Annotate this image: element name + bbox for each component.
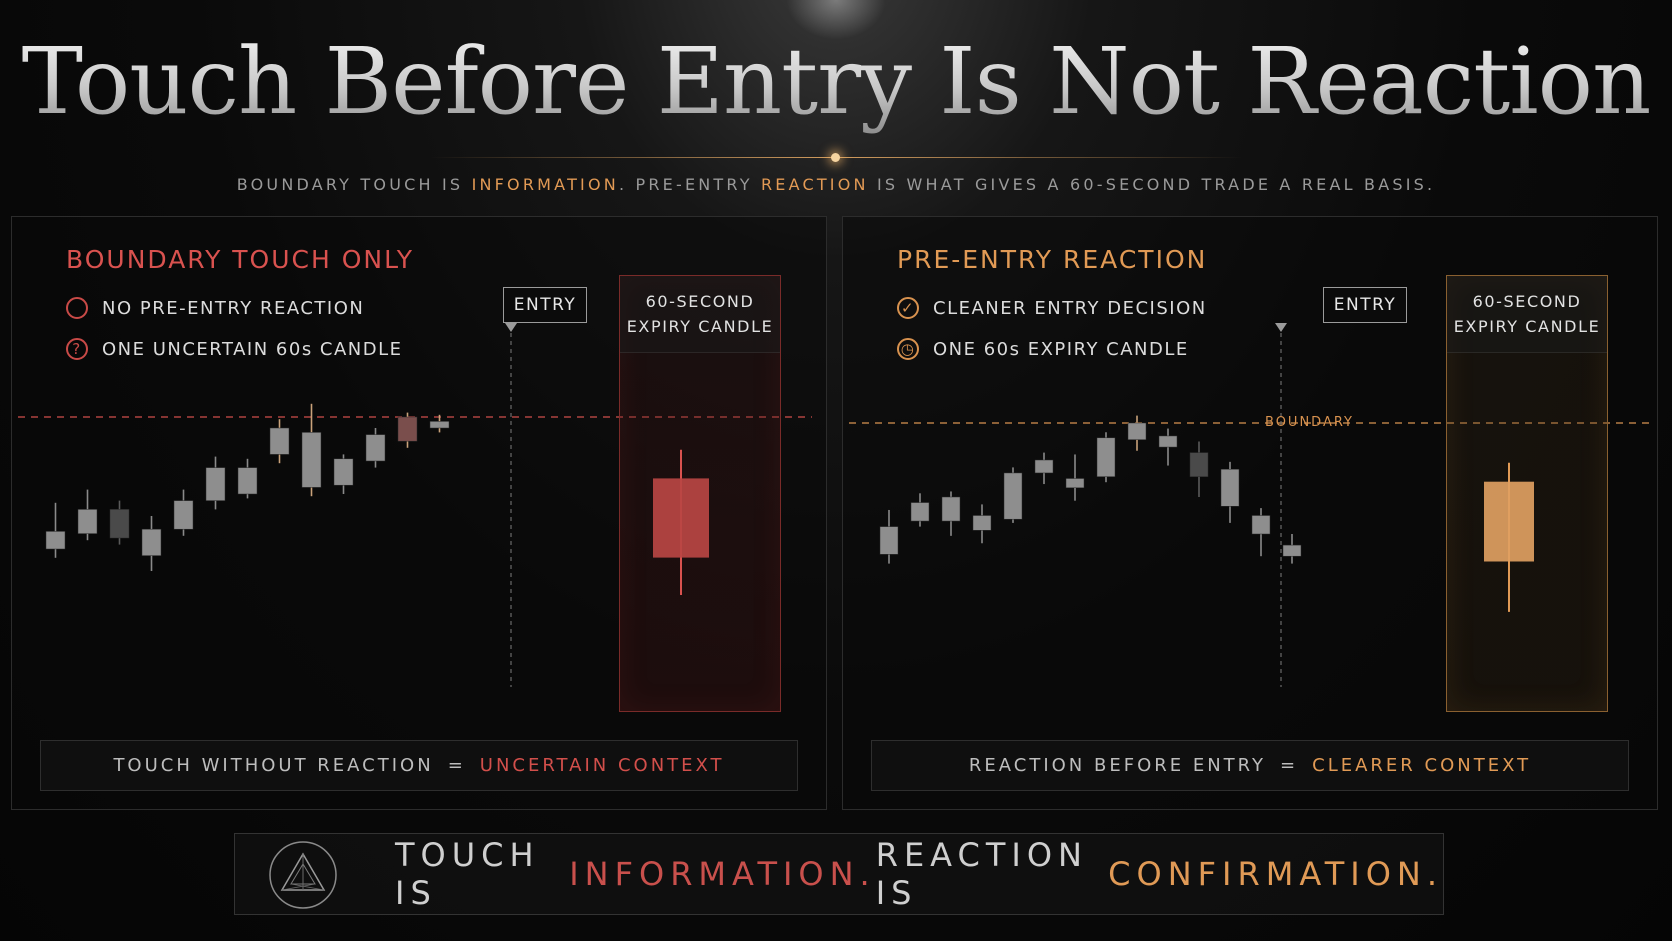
point-text: NO PRE-ENTRY REACTION [102,297,365,319]
entry-marker: ENTRY [1323,287,1407,323]
prism-triangle-icon [269,841,337,909]
candle-body [1158,435,1178,448]
formula-result: CLEARER CONTEXT [1312,755,1532,776]
check-circle-icon: ✓ [897,297,919,319]
page-subtitle: BOUNDARY TOUCH IS INFORMATION. PRE-ENTRY… [0,175,1672,194]
expiry-label-line2: EXPIRY CANDLE [1453,317,1601,336]
candle-body [109,509,130,539]
boundary-touch-panel: BOUNDARY TOUCH ONLY NO PRE-ENTRY REACTIO… [11,216,827,810]
formula-equals: = [447,755,466,776]
candle-body [1127,422,1147,440]
expiry-candle-body [653,478,709,558]
right-candlestick-chart [849,323,1651,687]
panel-heading: BOUNDARY TOUCH ONLY [66,245,414,274]
point-text: CLEANER ENTRY DECISION [933,297,1207,319]
candle-body [972,515,992,531]
right-expiry-candle-chart [1484,462,1534,612]
candle-body [1251,515,1271,535]
candle-body [141,528,162,556]
candle-body [1003,472,1023,520]
formula-lhs: TOUCH WITHOUT REACTION [113,755,434,776]
footer-text-1: TOUCH IS [395,836,540,912]
candle-body [173,500,194,530]
expiry-label-line1: 60-SECOND [1472,292,1582,311]
expiry-candle-box: 60-SECOND EXPIRY CANDLE [1446,275,1608,712]
candle-body [1065,478,1085,488]
expiry-label-line2: EXPIRY CANDLE [626,317,774,336]
candle-body [333,458,354,486]
footer-banner: TOUCH IS INFORMATION. REACTION IS CONFIR… [234,833,1444,915]
point-text: ONE 60s EXPIRY CANDLE [933,338,1189,360]
left-expiry-candle-chart [653,449,709,595]
subtitle-part3: IS WHAT GIVES A 60-SECOND TRADE A REAL B… [868,175,1436,194]
subtitle-highlight-reaction: REACTION [760,175,869,194]
entry-label: ENTRY [1333,295,1397,315]
candle-body [205,467,226,501]
footer-text-2: REACTION IS [875,836,1088,912]
boundary-label: BOUNDARY [1265,415,1354,430]
candle-body [879,526,899,555]
candle-body [1220,469,1240,507]
formula-bar: TOUCH WITHOUT REACTION = UNCERTAIN CONTE… [40,740,798,791]
candle-body [77,509,98,534]
title-divider-dot [831,153,840,162]
entry-marker: ENTRY [503,287,587,323]
candle-body [1096,437,1116,477]
point-cleaner-entry: ✓ CLEANER ENTRY DECISION [897,297,1207,319]
top-light-glow [786,0,886,40]
candle-body [1189,452,1209,477]
entry-arrow [1275,323,1287,332]
pre-entry-reaction-panel: PRE-ENTRY REACTION ✓ CLEANER ENTRY DECIS… [842,216,1658,810]
candle-body [429,421,450,429]
footer-confirmation: CONFIRMATION. [1108,855,1443,893]
panel-heading: PRE-ENTRY REACTION [897,245,1208,274]
candle-body [1282,544,1302,557]
left-candlestick-chart [18,323,812,687]
candle-body [910,502,930,522]
expiry-label-line1: 60-SECOND [645,292,755,311]
entry-arrow [505,323,517,332]
candle-body [301,432,322,488]
candle-body [397,416,418,442]
point-uncertain-candle: ? ONE UNCERTAIN 60s CANDLE [66,338,403,360]
point-no-reaction: NO PRE-ENTRY REACTION [66,297,364,319]
question-circle-icon: ? [66,338,88,360]
formula-equals: = [1280,755,1299,776]
candle-body [269,427,290,455]
subtitle-part1: BOUNDARY TOUCH IS [236,175,472,194]
point-text: ONE UNCERTAIN 60s CANDLE [102,338,403,360]
page-title: Touch Before Entry Is Not Reaction [0,28,1672,135]
candle-body [45,531,66,550]
expiry-label: 60-SECOND EXPIRY CANDLE [620,276,780,353]
formula-bar: REACTION BEFORE ENTRY = CLEARER CONTEXT [871,740,1629,791]
point-expiry-candle: ◷ ONE 60s EXPIRY CANDLE [897,338,1189,360]
candle-body [941,496,961,522]
empty-circle-icon [66,297,88,319]
formula-result: UNCERTAIN CONTEXT [479,755,725,776]
candle-body [237,467,258,495]
subtitle-part2: . PRE-ENTRY [618,175,761,194]
candle-body [365,434,386,462]
candle-body [1034,459,1054,474]
formula-lhs: REACTION BEFORE ENTRY [968,755,1267,776]
subtitle-highlight-information: INFORMATION [471,175,619,194]
entry-label: ENTRY [513,295,577,315]
footer-message: TOUCH IS INFORMATION. REACTION IS CONFIR… [395,834,1443,914]
footer-information: INFORMATION. [569,855,876,893]
clock-icon: ◷ [897,338,919,360]
expiry-candle-body [1484,481,1534,562]
expiry-label: 60-SECOND EXPIRY CANDLE [1447,276,1607,353]
